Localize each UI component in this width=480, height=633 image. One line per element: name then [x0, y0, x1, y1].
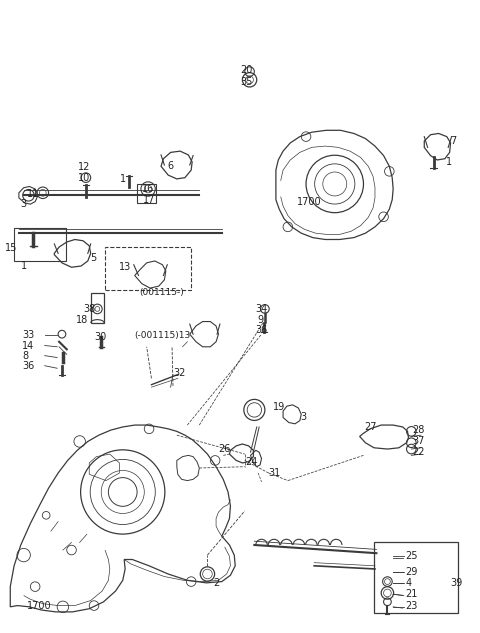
Text: 6: 6 [167, 161, 173, 172]
Text: 10: 10 [78, 173, 90, 183]
Text: 36: 36 [22, 361, 35, 371]
Text: 14: 14 [22, 341, 35, 351]
Text: 30: 30 [94, 332, 106, 342]
Text: 19: 19 [273, 402, 285, 411]
Text: 8: 8 [22, 351, 28, 361]
Text: 29: 29 [405, 567, 418, 577]
Text: 23: 23 [405, 601, 418, 611]
Text: 37: 37 [412, 437, 425, 446]
Text: 20: 20 [240, 65, 252, 75]
Text: 18: 18 [76, 315, 89, 325]
Bar [14, 228, 66, 261]
Text: 11: 11 [27, 189, 39, 199]
Text: 21: 21 [405, 589, 418, 599]
Text: 1700: 1700 [297, 197, 321, 206]
Text: 13: 13 [120, 262, 132, 272]
Text: 27: 27 [364, 422, 377, 432]
Bar [137, 184, 156, 203]
Text: 2: 2 [214, 578, 220, 588]
Text: 36: 36 [256, 325, 268, 335]
Text: 3: 3 [20, 199, 26, 209]
Text: 1: 1 [446, 157, 452, 167]
Text: 39: 39 [451, 578, 463, 588]
Text: 35: 35 [240, 77, 252, 87]
Text: 15: 15 [4, 243, 17, 253]
Text: (-001115)13: (-001115)13 [135, 331, 191, 340]
Text: (001115-): (001115-) [140, 288, 184, 297]
Text: 32: 32 [173, 368, 185, 379]
Text: 38: 38 [83, 304, 95, 314]
Text: 12: 12 [78, 162, 91, 172]
Text: 9: 9 [258, 315, 264, 325]
Text: 25: 25 [405, 551, 418, 561]
Text: 5: 5 [91, 253, 97, 263]
Text: 7: 7 [451, 136, 457, 146]
Text: 1: 1 [21, 261, 27, 271]
Text: 1: 1 [120, 174, 126, 184]
Bar [91, 292, 104, 323]
Text: 17: 17 [144, 195, 156, 204]
Text: 34: 34 [256, 304, 268, 314]
Bar [374, 542, 458, 613]
Text: 1700: 1700 [27, 601, 52, 611]
Text: 24: 24 [245, 456, 257, 467]
Text: 33: 33 [22, 330, 35, 341]
Text: 3: 3 [300, 413, 306, 422]
Text: 28: 28 [412, 425, 425, 435]
Text: 16: 16 [142, 184, 154, 194]
Text: 22: 22 [412, 447, 425, 457]
Text: 26: 26 [218, 444, 231, 454]
Text: 4: 4 [405, 578, 411, 588]
Text: 31: 31 [269, 468, 281, 478]
